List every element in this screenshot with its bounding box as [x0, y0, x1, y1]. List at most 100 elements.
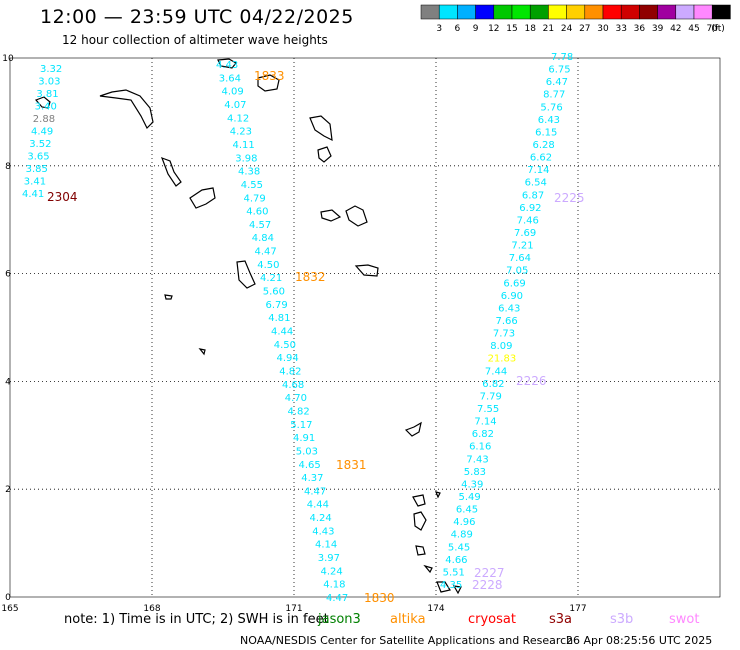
swh-reading: 7.21 — [511, 241, 533, 252]
swh-reading: 4.84 — [252, 233, 274, 244]
swh-reading: 4.23 — [230, 127, 252, 138]
swh-reading: 7.46 — [517, 215, 539, 226]
island-outline — [309, 115, 333, 142]
swh-reading: 6.15 — [535, 127, 557, 138]
track-time-label: 1830 — [364, 591, 395, 605]
island-outline — [354, 264, 379, 277]
swh-reading: 6.47 — [546, 77, 568, 88]
map-subtitle: 12 hour collection of altimeter wave hei… — [62, 33, 328, 47]
legend-tick-label: 18 — [524, 24, 536, 34]
swh-reading: 4.89 — [451, 530, 473, 541]
legend-swatch — [711, 4, 731, 20]
island-outline — [198, 348, 206, 356]
swh-reading: 4.38 — [238, 167, 260, 178]
track-time-label: 2227 — [474, 566, 505, 580]
swh-reading: 7.64 — [509, 253, 531, 264]
legend-tick-label: 39 — [652, 24, 664, 34]
swh-reading: 4.70 — [285, 393, 307, 404]
lat-tick-label: 0 — [5, 593, 11, 603]
island-outline — [217, 58, 237, 69]
swh-reading: 4.82 — [288, 406, 310, 417]
swh-reading: 6.45 — [456, 505, 478, 516]
swh-reading: 4.24 — [321, 566, 343, 577]
swh-reading: 4.09 — [222, 87, 244, 98]
swh-reading: 8.77 — [543, 90, 565, 101]
swh-reading: 4.66 — [445, 555, 467, 566]
swh-reading: 6.90 — [501, 291, 523, 302]
swh-reading: 3.52 — [29, 139, 51, 150]
island-outline — [435, 491, 441, 499]
swh-reading: 3.40 — [35, 102, 57, 113]
island-outline — [436, 581, 451, 593]
swh-reading: 3.64 — [219, 73, 241, 84]
swh-reading: 2.88 — [33, 114, 55, 125]
swh-reading: 4.49 — [31, 127, 53, 138]
legend-tick-label: 33 — [615, 24, 626, 34]
island-outline — [413, 511, 427, 531]
swh-reading: 7.43 — [466, 454, 488, 465]
swh-reading: 3.41 — [24, 177, 46, 188]
island-outline — [257, 74, 280, 92]
lon-tick-label: 177 — [569, 604, 586, 614]
swh-reading: 7.73 — [493, 329, 515, 340]
track-time-label: 2226 — [516, 374, 547, 388]
swh-reading: 5.60 — [263, 287, 285, 298]
swh-reading: 4.43 — [216, 60, 238, 71]
swh-reading: 4.07 — [224, 100, 246, 111]
swh-reading: 6.75 — [548, 65, 570, 76]
swh-reading: 7.79 — [480, 391, 502, 402]
island-outline — [345, 205, 368, 227]
swh-reading: 7.44 — [485, 366, 507, 377]
island-outline — [99, 89, 154, 130]
swh-reading: 7.55 — [477, 404, 499, 415]
legend-tick-label: 24 — [561, 24, 573, 34]
swh-reading: 4.50 — [257, 260, 279, 271]
lat-tick-label: 4 — [5, 377, 11, 387]
legend-tick-label: 70 — [706, 24, 718, 34]
swh-reading: 5.49 — [459, 492, 481, 503]
swh-reading: 4.55 — [241, 180, 263, 191]
island-outline — [412, 494, 426, 507]
island-outline — [317, 146, 332, 163]
satellite-name: altika — [390, 612, 426, 627]
swh-reading: 4.79 — [244, 193, 266, 204]
swh-reading: 4.18 — [323, 580, 345, 591]
swh-reading: 21.83 — [488, 354, 517, 365]
legend-tick-label: 3 — [436, 24, 442, 34]
lat-tick-label: 6 — [5, 270, 11, 280]
footer-note: note: 1) Time is in UTC; 2) SWH is in fe… — [64, 612, 329, 627]
swh-reading: 4.68 — [282, 380, 304, 391]
swh-reading: 4.11 — [233, 140, 255, 151]
swh-reading: 5.83 — [464, 467, 486, 478]
lon-tick-label: 171 — [285, 604, 302, 614]
swh-reading: 4.35 — [440, 580, 462, 591]
island-outline — [404, 421, 422, 437]
swh-reading: 6.62 — [530, 153, 552, 164]
swh-reading: 4.44 — [307, 500, 329, 511]
island-outline — [423, 564, 433, 574]
legend-tick-label: 21 — [543, 24, 554, 34]
swh-reading: 6.28 — [533, 140, 555, 151]
generated-timestamp: 26 Apr 08:25:56 UTC 2025 — [566, 634, 713, 647]
satellite-name: cryosat — [468, 612, 516, 627]
swh-reading: 6.16 — [469, 442, 491, 453]
swh-reading: 4.82 — [279, 366, 301, 377]
swh-reading: 4.39 — [461, 479, 483, 490]
satellite-name: swot — [669, 612, 700, 627]
legend-tick-label: 36 — [634, 24, 646, 34]
island-outline — [236, 260, 256, 289]
satellite-name: s3b — [610, 612, 634, 627]
swh-reading: 4.21 — [260, 273, 282, 284]
swh-reading: 5.51 — [443, 567, 465, 578]
track-time-label: 2228 — [472, 578, 503, 592]
swh-reading: 4.37 — [301, 473, 323, 484]
swh-reading: 4.12 — [227, 113, 249, 124]
lat-tick-label: 2 — [5, 485, 11, 495]
satellite-name: s3a — [549, 612, 573, 627]
swh-reading: 4.47 — [304, 486, 326, 497]
swh-reading: 7.69 — [514, 228, 536, 239]
swh-reading: 5.45 — [448, 542, 470, 553]
swh-reading: 4.65 — [299, 460, 321, 471]
legend-tick-label: 12 — [488, 24, 499, 34]
island-outline — [415, 545, 426, 556]
